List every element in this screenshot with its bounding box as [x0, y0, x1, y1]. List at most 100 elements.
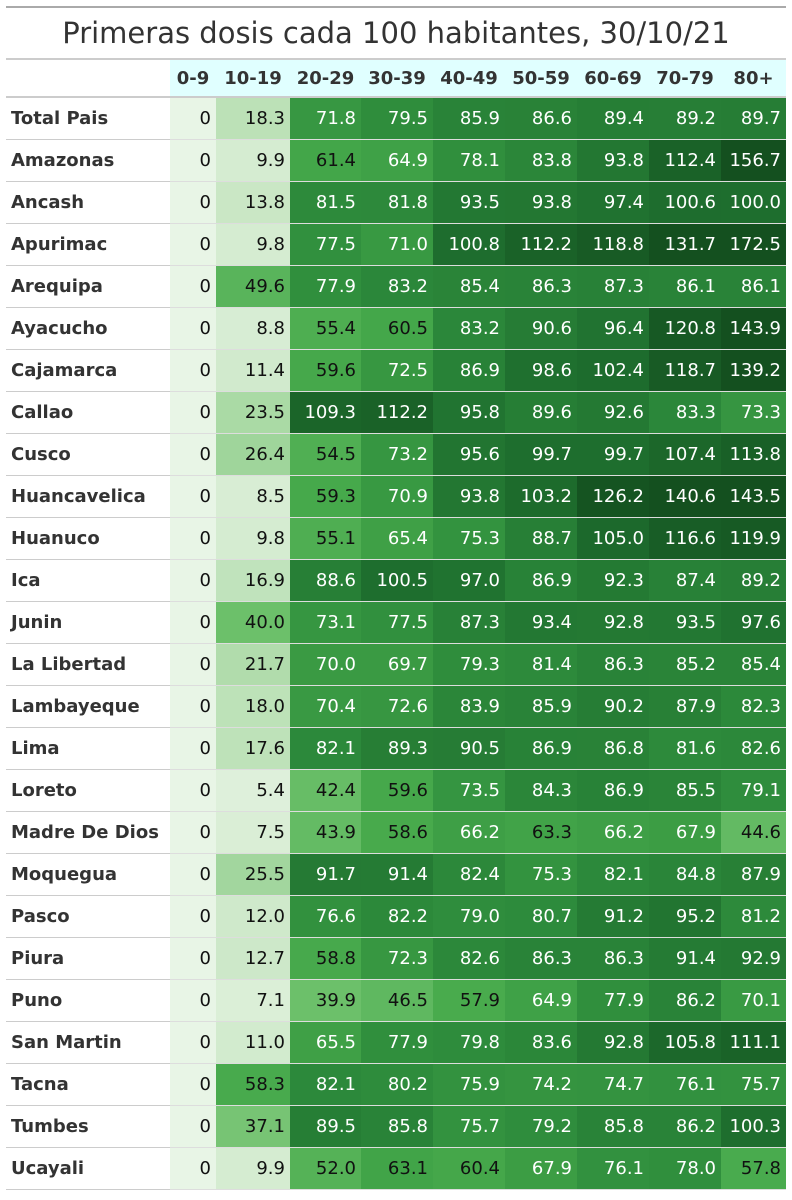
value-cell: 0	[170, 769, 216, 812]
title: Primeras dosis cada 100 habitantes, 30/1…	[6, 6, 786, 58]
value-cell: 12.0	[216, 895, 290, 938]
value-cell: 0	[170, 643, 216, 686]
value-cell: 84.8	[649, 853, 721, 896]
row-label: Pasco	[6, 895, 170, 938]
value-cell: 39.9	[290, 979, 361, 1022]
row-label: Tacna	[6, 1063, 170, 1106]
value-cell: 0	[170, 685, 216, 728]
value-cell: 57.8	[721, 1147, 786, 1190]
value-cell: 86.9	[505, 727, 577, 770]
value-cell: 92.9	[721, 937, 786, 980]
value-cell: 89.3	[361, 727, 433, 770]
value-cell: 82.4	[433, 853, 505, 896]
value-cell: 11.4	[216, 349, 290, 392]
value-cell: 58.6	[361, 811, 433, 854]
value-cell: 59.6	[290, 349, 361, 392]
table-row: Cusco 0 26.4 54.5 73.2 95.6 99.7 99.7 107.4 113.8	[6, 433, 786, 476]
table-row: La Libertad 0 21.7 70.0 69.7 79.3 81.4 86.3 85.2…	[6, 643, 786, 686]
value-cell: 87.9	[649, 685, 721, 728]
value-cell: 95.8	[433, 391, 505, 434]
row-label: Puno	[6, 979, 170, 1022]
value-cell: 61.4	[290, 139, 361, 182]
value-cell: 72.5	[361, 349, 433, 392]
value-cell: 100.0	[721, 181, 786, 224]
column-header: 60-69	[577, 58, 649, 98]
value-cell: 98.6	[505, 349, 577, 392]
value-cell: 172.5	[721, 223, 786, 266]
value-cell: 78.1	[433, 139, 505, 182]
value-cell: 70.9	[361, 475, 433, 518]
value-cell: 93.5	[433, 181, 505, 224]
row-label: Tumbes	[6, 1105, 170, 1148]
value-cell: 60.4	[433, 1147, 505, 1190]
value-cell: 12.7	[216, 937, 290, 980]
value-cell: 99.7	[577, 433, 649, 476]
value-cell: 87.3	[577, 265, 649, 308]
value-cell: 73.3	[721, 391, 786, 434]
value-cell: 79.0	[433, 895, 505, 938]
value-cell: 25.5	[216, 853, 290, 896]
table-row: Moquegua 0 25.5 91.7 91.4 82.4 75.3 82.1 84.8 87.…	[6, 853, 786, 896]
value-cell: 9.8	[216, 223, 290, 266]
row-label: Ancash	[6, 181, 170, 224]
value-cell: 77.9	[577, 979, 649, 1022]
value-cell: 9.9	[216, 139, 290, 182]
value-cell: 81.4	[505, 643, 577, 686]
value-cell: 97.0	[433, 559, 505, 602]
value-cell: 91.4	[649, 937, 721, 980]
value-cell: 42.4	[290, 769, 361, 812]
value-cell: 92.8	[577, 1021, 649, 1064]
value-cell: 73.2	[361, 433, 433, 476]
value-cell: 0	[170, 517, 216, 560]
row-label: Ayacucho	[6, 307, 170, 350]
column-header: 40-49	[433, 58, 505, 98]
value-cell: 82.1	[290, 727, 361, 770]
row-label: Lima	[6, 727, 170, 770]
value-cell: 87.9	[721, 853, 786, 896]
value-cell: 18.0	[216, 685, 290, 728]
value-cell: 81.2	[721, 895, 786, 938]
value-cell: 139.2	[721, 349, 786, 392]
value-cell: 89.2	[721, 559, 786, 602]
column-header: 10-19	[216, 58, 290, 98]
table-row: Pasco 0 12.0 76.6 82.2 79.0 80.7 91.2 95.2 81.2	[6, 895, 786, 938]
value-cell: 70.4	[290, 685, 361, 728]
table-row: Ica 0 16.9 88.6 100.5 97.0 86.9 92.3 87.4 89.2	[6, 559, 786, 602]
value-cell: 85.8	[361, 1105, 433, 1148]
value-cell: 77.5	[361, 601, 433, 644]
value-cell: 78.0	[649, 1147, 721, 1190]
value-cell: 55.4	[290, 307, 361, 350]
table-row: Apurimac 0 9.8 77.5 71.0 100.8 112.2 118.8 131.7…	[6, 223, 786, 266]
table-row: Ucayali 0 9.9 52.0 63.1 60.4 67.9 76.1 78.0 57.8	[6, 1147, 786, 1190]
value-cell: 89.5	[290, 1105, 361, 1148]
value-cell: 86.2	[649, 1105, 721, 1148]
value-cell: 74.7	[577, 1063, 649, 1106]
value-cell: 0	[170, 811, 216, 854]
table-row: Amazonas 0 9.9 61.4 64.9 78.1 83.8 93.8 112.4 156…	[6, 139, 786, 182]
value-cell: 72.3	[361, 937, 433, 980]
value-cell: 26.4	[216, 433, 290, 476]
value-cell: 64.9	[505, 979, 577, 1022]
value-cell: 118.8	[577, 223, 649, 266]
value-cell: 83.8	[505, 139, 577, 182]
value-cell: 87.4	[649, 559, 721, 602]
value-cell: 75.7	[433, 1105, 505, 1148]
table-row: Loreto 0 5.4 42.4 59.6 73.5 84.3 86.9 85.5 79.1	[6, 769, 786, 812]
value-cell: 85.8	[577, 1105, 649, 1148]
value-cell: 57.9	[433, 979, 505, 1022]
table-row: Lima 0 17.6 82.1 89.3 90.5 86.9 86.8 81.6 82.6	[6, 727, 786, 770]
table-row: Junin 0 40.0 73.1 77.5 87.3 93.4 92.8 93.5 97.6	[6, 601, 786, 644]
value-cell: 0	[170, 853, 216, 896]
value-cell: 63.3	[505, 811, 577, 854]
value-cell: 0	[170, 475, 216, 518]
value-cell: 92.6	[577, 391, 649, 434]
value-cell: 76.1	[577, 1147, 649, 1190]
value-cell: 86.1	[649, 265, 721, 308]
value-cell: 89.7	[721, 97, 786, 140]
value-cell: 86.9	[505, 559, 577, 602]
row-label: Huancavelica	[6, 475, 170, 518]
value-cell: 0	[170, 895, 216, 938]
value-cell: 103.2	[505, 475, 577, 518]
value-cell: 80.2	[361, 1063, 433, 1106]
value-cell: 64.9	[361, 139, 433, 182]
